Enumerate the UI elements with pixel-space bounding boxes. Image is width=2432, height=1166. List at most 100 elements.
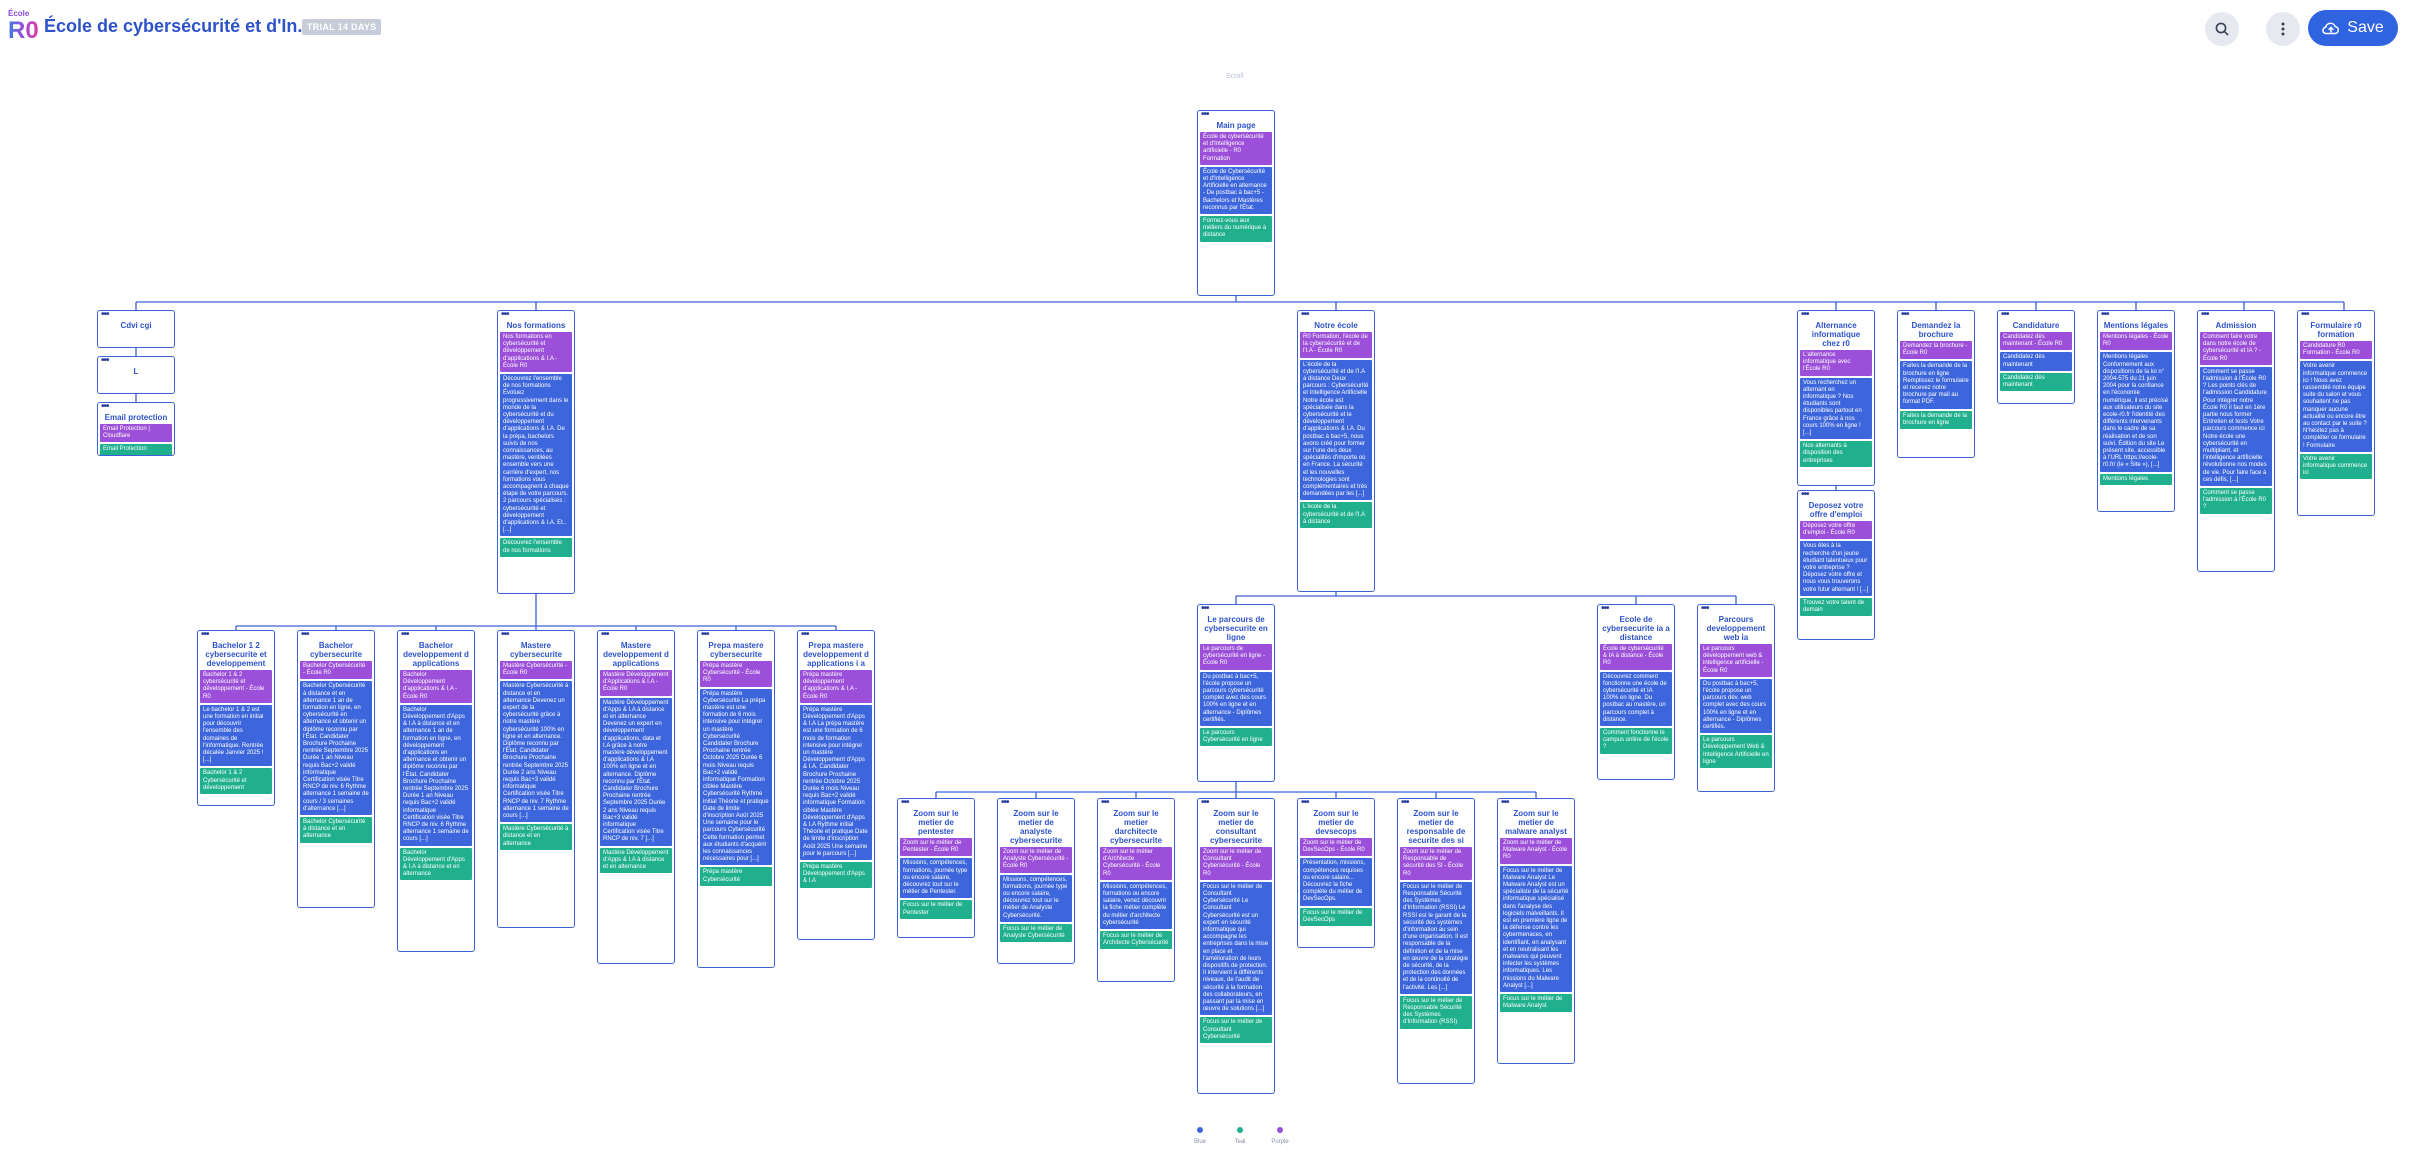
- card-section[interactable]: Mastère Développement d'Apps & I.A à dis…: [600, 697, 672, 846]
- search-button[interactable]: [2205, 12, 2239, 46]
- card-menu-icon[interactable]: •••: [301, 630, 309, 640]
- card-menu-icon[interactable]: •••: [2201, 310, 2209, 320]
- card-section[interactable]: Nos alternants à disposition des entrepr…: [1800, 441, 1872, 467]
- card-menu-icon[interactable]: •••: [101, 310, 109, 320]
- card-section[interactable]: Mastère Cybersécurité à distance et en a…: [500, 824, 572, 850]
- card-section[interactable]: Bachelor Développement d'applications & …: [400, 670, 472, 703]
- card-section[interactable]: Bachelor 1 & 2 cybersécurité et développ…: [200, 670, 272, 703]
- card-zoom-devsecops[interactable]: ••• Zoom sur le metier de devsecops Zoom s…: [1297, 798, 1375, 948]
- card-email-protection[interactable]: ••• Email protection Email Protection | Cl…: [97, 402, 175, 456]
- card-mentions-legales[interactable]: ••• Mentions légales Mentions légales - Éc…: [2097, 310, 2175, 512]
- card-menu-icon[interactable]: •••: [2301, 310, 2309, 320]
- card-bachelor-cyber-dev[interactable]: ••• Bachelor 1 2 cybersecurite et develop…: [197, 630, 275, 806]
- card-menu-icon[interactable]: •••: [1901, 310, 1909, 320]
- card-section[interactable]: Du postbac à bac+5, l'école propose un p…: [1200, 671, 1272, 727]
- card-section[interactable]: Le parcours de cybersécurité en ligne - …: [1200, 644, 1272, 670]
- card-section[interactable]: Comment fonctionne le campus online de l…: [1600, 728, 1672, 754]
- card-section[interactable]: Prépa mastère Développement d'Apps & I.A…: [800, 704, 872, 861]
- card-candidature[interactable]: ••• Candidature Candidatez dès maintenant …: [1997, 310, 2075, 404]
- card-section[interactable]: Vous recherchez un alternant en informat…: [1800, 377, 1872, 440]
- card-section[interactable]: L'école de la cybersécurité et de l'I.A …: [1300, 502, 1372, 529]
- card-zoom-consultant[interactable]: ••• Zoom sur le metier de consultant cybe…: [1197, 798, 1275, 1094]
- card-section[interactable]: L'alternance informatique avec l'École R…: [1800, 350, 1872, 376]
- card-section[interactable]: L'école de la cybersécurité et de l'I.A …: [1300, 359, 1372, 501]
- card-menu-icon[interactable]: •••: [1101, 798, 1109, 808]
- card-notre-ecole[interactable]: ••• Notre école R0 Formation, l'école de l…: [1297, 310, 1375, 592]
- card-section[interactable]: Zoom sur le métier de Consultant Cybersé…: [1200, 847, 1272, 880]
- card-brochure[interactable]: ••• Demandez la brochure Demandez la broch…: [1897, 310, 1975, 458]
- card-menu-icon[interactable]: •••: [701, 630, 709, 640]
- card-section[interactable]: Prépa mastère Cybersécurité La prépa mas…: [700, 688, 772, 866]
- card-l[interactable]: ••• L: [97, 356, 175, 394]
- card-section[interactable]: École de cybersécurité & IA à distance -…: [1600, 644, 1672, 670]
- card-parcours-dev[interactable]: ••• Parcours developpement web ia Le parco…: [1697, 604, 1775, 792]
- card-menu-icon[interactable]: •••: [1601, 604, 1609, 614]
- card-section[interactable]: Zoom sur le métier de Pentester - École …: [900, 838, 972, 857]
- card-section[interactable]: Focus sur le métier de Malware Analyst: [1500, 994, 1572, 1013]
- trial-badge[interactable]: TRIAL 14 DAYS: [302, 19, 382, 35]
- card-cdvi-cgi[interactable]: ••• Cdvi cgi: [97, 310, 175, 348]
- card-section[interactable]: Bachelor 1 & 2 Cybersécurité et développ…: [200, 768, 272, 795]
- card-zoom-pentester[interactable]: ••• Zoom sur le metier de pentester Zoom s…: [897, 798, 975, 938]
- card-deposez-offre[interactable]: ••• Deposez votre offre d'emploi Déposez v…: [1797, 490, 1875, 640]
- card-section[interactable]: Faites la demande de la brochure en lign…: [1900, 361, 1972, 409]
- card-section[interactable]: Bachelor Cybersécurité - École R0: [300, 661, 372, 680]
- card-section[interactable]: Bachelor Développement d'Apps & I.A à di…: [400, 847, 472, 881]
- card-menu-icon[interactable]: •••: [2001, 310, 2009, 320]
- save-button[interactable]: Save: [2308, 10, 2398, 46]
- card-section[interactable]: Votre avenir informatique commence ici: [2300, 453, 2372, 480]
- card-section[interactable]: Formez-vous aux métiers du numérique à d…: [1200, 216, 1272, 242]
- card-section[interactable]: Mastère Développement d'Applications & I…: [600, 670, 672, 696]
- card-section[interactable]: Zoom sur le métier de Malware Analyst - …: [1500, 838, 1572, 864]
- card-section[interactable]: Demandez la brochure - École R0: [1900, 341, 1972, 360]
- card-section[interactable]: Zoom sur le métier de DevSecOps - École …: [1300, 838, 1372, 857]
- card-section[interactable]: École de cybersécurité et d'Intelligence…: [1200, 132, 1272, 165]
- card-section[interactable]: Prépa mastère développement d'applicatio…: [800, 670, 872, 703]
- card-section[interactable]: R0 Formation, l'école de la cybersécurit…: [1300, 332, 1372, 358]
- card-section[interactable]: Focus sur le métier de Architecte Cybers…: [1100, 931, 1172, 950]
- card-menu-icon[interactable]: •••: [1701, 604, 1709, 614]
- card-section[interactable]: Bachelor Cybersécurité à distance et en …: [300, 817, 372, 843]
- card-section[interactable]: Prépa mastère Cybersécurité - École R0: [700, 661, 772, 687]
- card-nos-formations[interactable]: ••• Nos formations Nos formations en cyber…: [497, 310, 575, 594]
- card-menu-icon[interactable]: •••: [201, 630, 209, 640]
- card-section[interactable]: Focus sur le métier de DevSecOps: [1300, 907, 1372, 927]
- card-section[interactable]: Focus sur le métier de Analyste Cyberséc…: [1000, 923, 1072, 943]
- card-section[interactable]: Zoom sur le métier d'Architecte Cyberséc…: [1100, 847, 1172, 880]
- card-section[interactable]: Focus sur le métier de Consultant Cybers…: [1200, 1017, 1272, 1044]
- card-section[interactable]: Prépa mastère Cybersécurité: [700, 867, 772, 886]
- card-section[interactable]: Mastère Développement d'Apps & I.A à dis…: [600, 847, 672, 874]
- card-admission[interactable]: ••• Admission Comment faire votre dans not…: [2197, 310, 2275, 572]
- card-section[interactable]: Bachelor Cybersécurité à distance et en …: [300, 681, 372, 816]
- card-section[interactable]: Focus sur le métier de Responsable Sécur…: [1400, 881, 1472, 994]
- card-section[interactable]: Zoom sur le métier de Analyste Cybersécu…: [1000, 847, 1072, 873]
- card-section[interactable]: Candidatez dès maintenant: [2000, 352, 2072, 371]
- card-section[interactable]: Du postbac à bac+5, l'école propose un p…: [1700, 678, 1772, 734]
- card-menu-icon[interactable]: •••: [1301, 310, 1309, 320]
- card-section[interactable]: Le parcours développement web & intellig…: [1700, 644, 1772, 677]
- card-zoom-malware[interactable]: ••• Zoom sur le metier de malware analyst…: [1497, 798, 1575, 1064]
- card-section[interactable]: Focus sur le métier de Responsable Sécur…: [1400, 995, 1472, 1029]
- card-section[interactable]: Zoom sur le métier de Responsable de séc…: [1400, 847, 1472, 880]
- card-zoom-rssi[interactable]: ••• Zoom sur le metier de responsable de …: [1397, 798, 1475, 1084]
- card-menu-icon[interactable]: •••: [1501, 798, 1509, 808]
- card-section[interactable]: Candidatez dès maintenant - École R0: [2000, 332, 2072, 351]
- card-prepa-cyber[interactable]: ••• Prepa mastere cybersecurite Prépa mast…: [697, 630, 775, 968]
- card-section[interactable]: Votre avenir informatique commence ici !…: [2300, 361, 2372, 452]
- card-section[interactable]: Missions, compétences, formations, journ…: [1000, 874, 1072, 922]
- card-menu-icon[interactable]: •••: [1201, 798, 1209, 808]
- card-menu-icon[interactable]: •••: [501, 630, 509, 640]
- more-options-button[interactable]: [2266, 12, 2300, 46]
- card-section[interactable]: Email Protection: [100, 444, 172, 455]
- card-bachelor-cyber[interactable]: ••• Bachelor cybersecurite Bachelor Cybers…: [297, 630, 375, 908]
- card-section[interactable]: Missions, compétences, formations ou enc…: [1100, 881, 1172, 930]
- card-section[interactable]: Comment se passe l'admission à l'École R…: [2200, 488, 2272, 514]
- sitemap-canvas[interactable]: Scroll ••• Main page École de cybersécurit…: [0, 56, 2432, 1166]
- card-section[interactable]: Candidature R0 Formation - École R0: [2300, 341, 2372, 360]
- card-menu-icon[interactable]: •••: [1801, 310, 1809, 320]
- card-parcours-cyber[interactable]: ••• Le parcours de cybersecurite en ligne…: [1197, 604, 1275, 782]
- card-section[interactable]: Prépa mastère Développement d'Apps & I.A: [800, 862, 872, 888]
- card-zoom-architecte[interactable]: ••• Zoom sur le metier darchitecte cybers…: [1097, 798, 1175, 982]
- card-menu-icon[interactable]: •••: [901, 798, 909, 808]
- card-section[interactable]: École de Cybersécurité et d'Intelligence…: [1200, 166, 1272, 215]
